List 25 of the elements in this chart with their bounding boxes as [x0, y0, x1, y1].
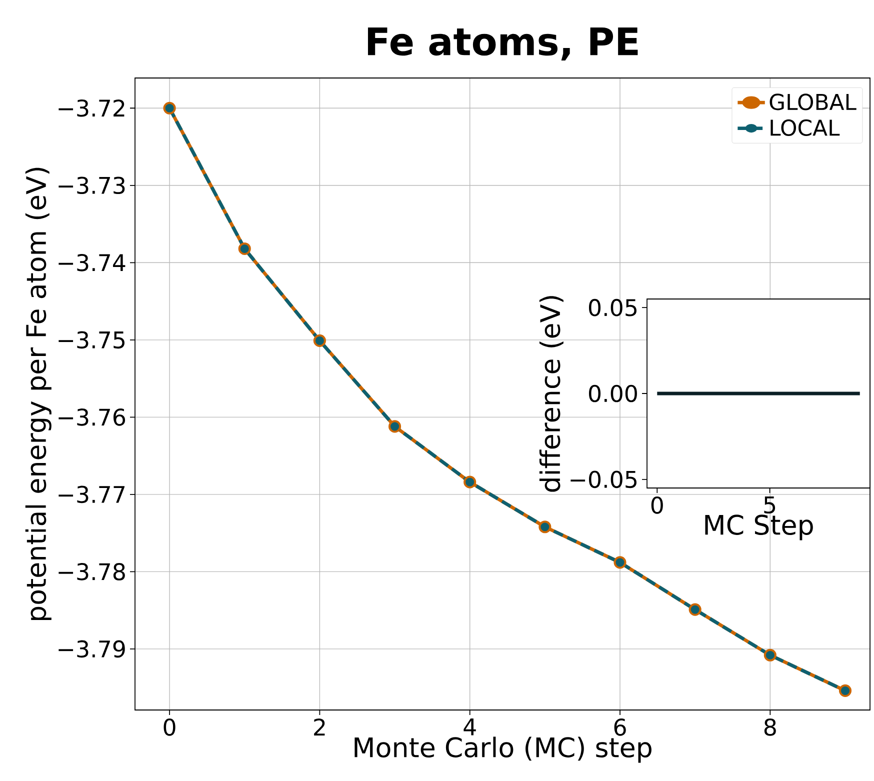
y-tick-label: −0.05 — [570, 470, 636, 488]
y-axis-title: difference (eV) — [539, 296, 564, 492]
y-tick-label: −3.78 — [58, 563, 125, 580]
y-tick-label: −3.73 — [58, 176, 125, 194]
chart-title: Fe atoms, PE — [368, 28, 638, 60]
x-tick-label: 4 — [464, 718, 476, 736]
y-axis-title: potential energy per Fe atom (eV) — [25, 168, 52, 620]
x-tick-label: 2 — [314, 718, 325, 736]
x-tick-label: 0 — [651, 496, 663, 514]
x-axis-title: Monte Carlo (MC) step — [354, 736, 652, 763]
y-tick-label: −3.74 — [58, 254, 126, 272]
y-tick-label: 0.05 — [588, 298, 636, 316]
legend-label: LOCAL — [770, 119, 840, 136]
y-tick-label: −3.72 — [58, 99, 124, 117]
x-tick-label: 8 — [764, 718, 776, 736]
x-tick-label: 0 — [164, 718, 176, 736]
y-tick-label: −3.77 — [58, 486, 125, 504]
y-tick-label: −3.79 — [58, 640, 125, 658]
legend-label: GLOBAL — [770, 94, 856, 110]
x-tick-label: 5 — [764, 496, 776, 514]
y-tick-label: −3.75 — [58, 331, 124, 349]
y-tick-label: 0.00 — [588, 384, 637, 402]
x-axis-title: MC Step — [705, 514, 813, 540]
y-tick-label: −3.76 — [58, 408, 126, 426]
x-tick-label: 6 — [614, 718, 626, 736]
